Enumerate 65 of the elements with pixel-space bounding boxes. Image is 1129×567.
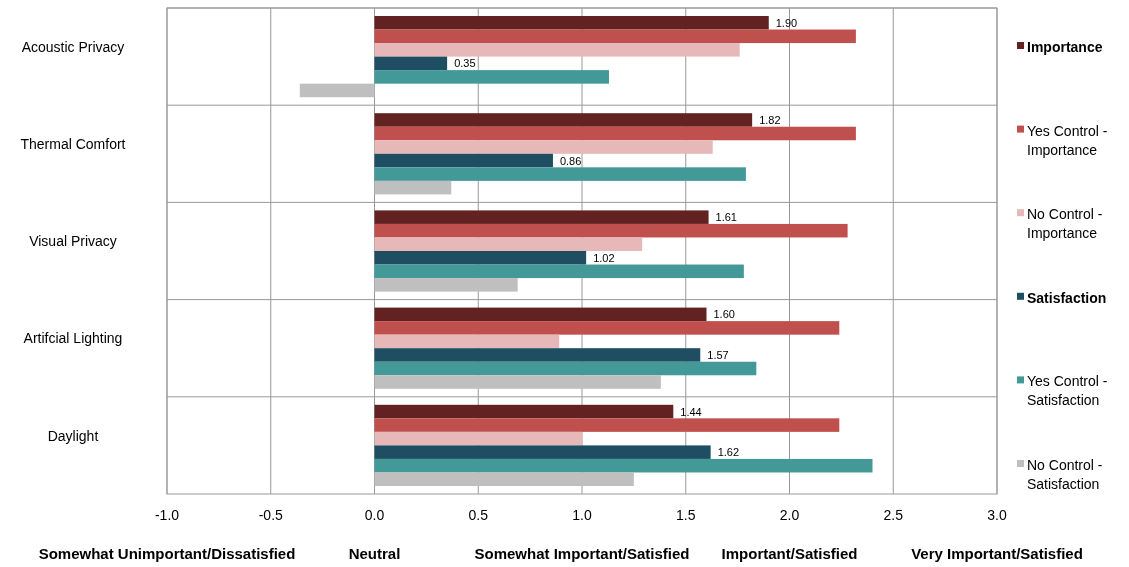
- data-label: 1.62: [717, 446, 740, 459]
- bar: [374, 375, 661, 389]
- x-tick-label: 3.0: [987, 507, 1007, 523]
- bar: [374, 70, 609, 84]
- y-tick-label: Daylight: [47, 427, 99, 444]
- bar: [374, 16, 769, 30]
- data-label: 1.82: [759, 113, 781, 126]
- text: Somewhat Unimportant/Dissatisfied: [38, 545, 296, 562]
- legend-label: Importance: [1027, 39, 1103, 55]
- bar: [299, 83, 375, 98]
- x-tick-label: -0.5: [258, 507, 284, 523]
- data-label: 0.35: [454, 57, 476, 70]
- data-label: 1.02: [593, 251, 615, 264]
- text: Neutral: [348, 545, 401, 562]
- bar: [374, 223, 848, 238]
- bar: [374, 431, 582, 446]
- bar: [374, 43, 740, 57]
- bar: [374, 418, 840, 432]
- bar: [374, 153, 553, 168]
- bar: [374, 348, 701, 362]
- data-label: 1.60: [713, 308, 735, 321]
- x-tick-label: 1.5: [676, 507, 696, 523]
- bar: [374, 404, 674, 419]
- bar: [374, 29, 856, 44]
- legend-label: Yes Control - Importance: [1027, 122, 1108, 158]
- y-tick-label: Artifcial Lighting: [23, 330, 123, 347]
- bar: [374, 472, 634, 486]
- x-tick-label: 0.5: [468, 507, 489, 523]
- bar: [374, 334, 560, 349]
- bar: [374, 251, 587, 265]
- legend-label: No Control - Importance: [1027, 206, 1103, 242]
- bar: [374, 264, 744, 279]
- data-label: 1.90: [775, 16, 798, 29]
- bar: [374, 167, 746, 181]
- x-tick-label: 2.0: [779, 507, 800, 523]
- legend-label: Satisfaction: [1027, 289, 1107, 306]
- bar: [374, 180, 452, 195]
- x-tick-label: -1.0: [154, 507, 180, 523]
- text: Very Important/Satisfied: [911, 545, 1083, 562]
- bar: [374, 210, 709, 224]
- bar: [374, 278, 518, 292]
- text: Important/Satisfied: [721, 545, 858, 562]
- y-tick-label: Acoustic Privacy: [21, 38, 125, 55]
- data-label: 0.86: [559, 154, 582, 167]
- legend-label: No Control - Satisfaction: [1027, 457, 1103, 492]
- bar: [374, 458, 873, 473]
- bar: [374, 113, 753, 127]
- x-tick-label: 1.0: [572, 507, 592, 523]
- x-tick-label: 0.0: [364, 507, 385, 523]
- bar: [374, 321, 840, 335]
- text: Somewhat Important/Satisfied: [474, 545, 690, 562]
- data-label: 1.61: [715, 211, 737, 224]
- x-tick-label: 2.5: [883, 507, 904, 523]
- bar: [374, 126, 856, 141]
- bar: [374, 361, 757, 376]
- y-tick-label: Visual Privacy: [29, 233, 117, 250]
- bar: [374, 445, 711, 459]
- bar: [374, 307, 707, 322]
- data-label: 1.57: [707, 348, 729, 361]
- y-tick-label: Thermal Comfort: [20, 135, 126, 152]
- bar: [374, 237, 643, 251]
- data-label: 1.44: [680, 405, 702, 418]
- legend-label: Yes Control - Satisfaction: [1027, 373, 1108, 409]
- bar: [374, 140, 713, 154]
- bar: [374, 56, 448, 71]
